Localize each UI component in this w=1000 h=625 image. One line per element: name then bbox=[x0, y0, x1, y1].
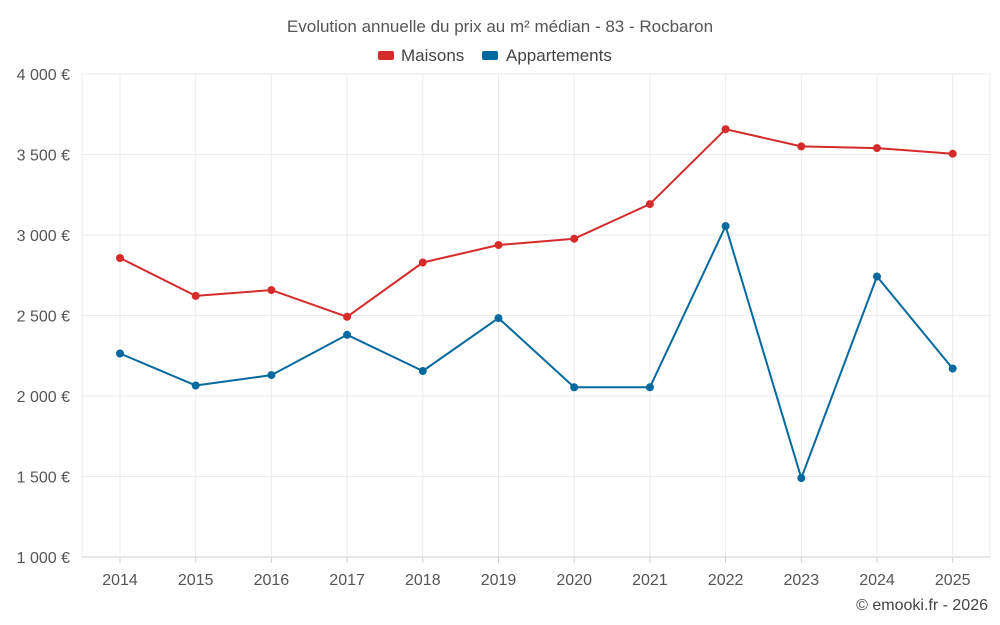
x-tick-label: 2017 bbox=[329, 572, 365, 589]
chart-title: Evolution annuelle du prix au m² médian … bbox=[287, 17, 713, 36]
legend-item-maisons[interactable]: Maisons bbox=[378, 46, 464, 65]
legend-item-appartements[interactable]: Appartements bbox=[482, 46, 612, 65]
x-axis: 2014 2015 2016 2017 2018 2019 2020 2021 2022 2023… bbox=[102, 557, 971, 589]
x-tick-label: 2025 bbox=[935, 572, 971, 589]
data-point-maisons-2016[interactable] bbox=[267, 286, 276, 295]
data-point-appartements-2022[interactable] bbox=[721, 222, 730, 231]
data-point-maisons-2023[interactable] bbox=[797, 142, 806, 151]
series-lines bbox=[119, 128, 954, 480]
data-point-appartements-2023[interactable] bbox=[797, 474, 806, 483]
data-point-appartements-2019[interactable] bbox=[494, 314, 503, 323]
data-point-maisons-2020[interactable] bbox=[570, 234, 579, 243]
y-tick-label: 3 000 € bbox=[17, 228, 70, 245]
data-point-maisons-2018[interactable] bbox=[418, 258, 427, 267]
data-point-appartements-2014[interactable] bbox=[116, 349, 124, 358]
x-tick-label: 2016 bbox=[254, 572, 290, 589]
data-point-appartements-2024[interactable] bbox=[873, 272, 881, 281]
x-tick-label: 2022 bbox=[708, 572, 744, 589]
x-tick-label: 2024 bbox=[859, 572, 895, 589]
data-point-appartements-2016[interactable] bbox=[267, 371, 276, 380]
x-tick-label: 2018 bbox=[405, 572, 441, 589]
data-point-appartements-2020[interactable] bbox=[570, 383, 579, 392]
data-point-maisons-2019[interactable] bbox=[494, 241, 503, 249]
x-tick-label: 2023 bbox=[784, 572, 820, 589]
x-tick-label: 2014 bbox=[102, 572, 138, 589]
data-point-appartements-2025[interactable] bbox=[948, 364, 957, 373]
series-points bbox=[116, 125, 957, 483]
data-point-appartements-2015[interactable] bbox=[191, 381, 200, 390]
legend-swatch-appartements bbox=[482, 51, 498, 60]
y-tick-label: 1 000 € bbox=[17, 550, 70, 567]
gridlines bbox=[81, 73, 991, 558]
x-tick-label: 2020 bbox=[556, 572, 592, 589]
data-point-maisons-2024[interactable] bbox=[873, 144, 881, 153]
data-point-maisons-2015[interactable] bbox=[191, 291, 200, 300]
legend: Maisons Appartements bbox=[378, 46, 612, 65]
data-point-maisons-2025[interactable] bbox=[948, 149, 957, 158]
y-tick-label: 3 500 € bbox=[17, 148, 70, 165]
legend-swatch-maisons bbox=[378, 51, 394, 60]
series-line-appartements bbox=[119, 225, 954, 480]
x-tick-label: 2015 bbox=[178, 572, 214, 589]
data-point-maisons-2022[interactable] bbox=[721, 125, 730, 134]
legend-label-maisons: Maisons bbox=[401, 46, 464, 65]
legend-label-appartements: Appartements bbox=[506, 46, 612, 65]
x-tick-label: 2019 bbox=[481, 572, 517, 589]
x-tick-label: 2021 bbox=[632, 572, 668, 589]
y-tick-label: 2 500 € bbox=[17, 309, 70, 326]
y-tick-label: 4 000 € bbox=[17, 67, 70, 84]
y-axis: 1 000 € 1 500 € 2 000 € 2 500 € 3 000 € 3 500… bbox=[17, 67, 70, 567]
data-point-maisons-2021[interactable] bbox=[645, 200, 654, 209]
data-point-appartements-2017[interactable] bbox=[343, 330, 352, 339]
data-point-appartements-2018[interactable] bbox=[418, 367, 427, 375]
series-line-maisons bbox=[119, 128, 953, 318]
y-tick-label: 1 500 € bbox=[17, 470, 70, 487]
credit-text: © emooki.fr - 2026 bbox=[856, 597, 988, 614]
y-tick-label: 2 000 € bbox=[17, 389, 70, 406]
data-point-appartements-2021[interactable] bbox=[645, 383, 654, 392]
data-point-maisons-2017[interactable] bbox=[343, 312, 352, 321]
data-point-maisons-2014[interactable] bbox=[116, 254, 124, 262]
